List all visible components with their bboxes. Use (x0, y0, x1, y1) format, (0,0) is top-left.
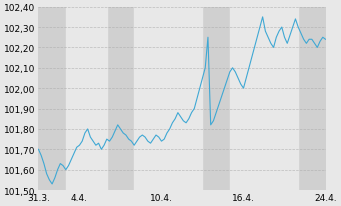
Bar (134, 8, 203, 190)
Bar (66, 8, 107, 190)
Bar (230, 8, 298, 190)
Bar (298, 8, 326, 190)
Bar (203, 8, 230, 190)
Bar (107, 8, 134, 190)
Bar (39, 8, 66, 190)
